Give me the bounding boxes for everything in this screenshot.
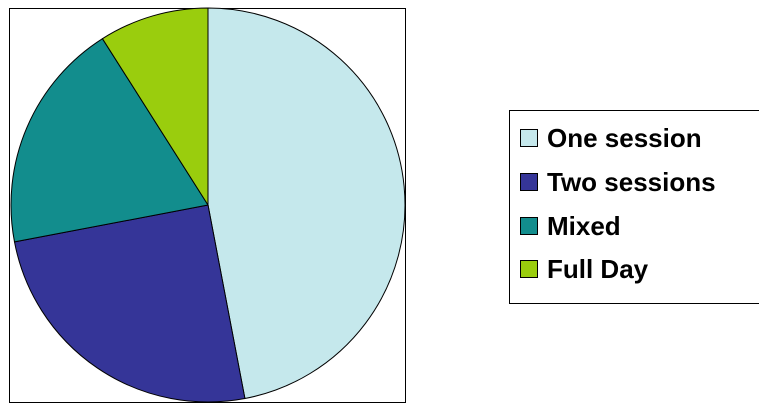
- pie-slice-two-sessions: [13, 204, 246, 403]
- legend-label-full-day: Full Day: [547, 254, 649, 284]
- legend-swatch-one-session: [520, 129, 538, 147]
- legend: One session Two sessions Mixed Full Day: [509, 110, 759, 304]
- pie-slice-mixed: [10, 37, 209, 243]
- legend-swatch-full-day: [520, 260, 538, 278]
- legend-swatch-mixed: [520, 217, 538, 235]
- pie-slices: [10, 7, 406, 403]
- legend-label-one-session: One session: [547, 123, 702, 153]
- legend-item-one-session: One session: [520, 120, 702, 156]
- legend-item-two-sessions: Two sessions: [520, 164, 716, 200]
- pie-slice-full-day: [101, 7, 209, 207]
- legend-item-mixed: Mixed: [520, 208, 621, 244]
- legend-label-mixed: Mixed: [547, 211, 621, 241]
- pie-slice-one-session: [207, 7, 406, 400]
- legend-label-two-sessions: Two sessions: [547, 167, 716, 197]
- legend-swatch-two-sessions: [520, 173, 538, 191]
- legend-item-full-day: Full Day: [520, 251, 648, 287]
